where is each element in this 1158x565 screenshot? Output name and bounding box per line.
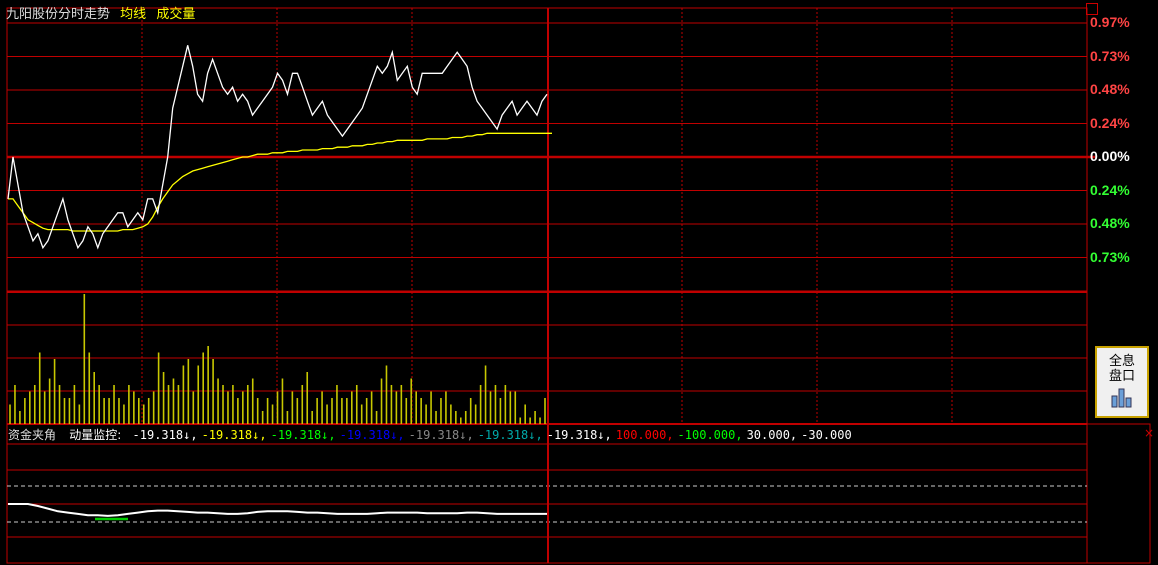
indicator-value: -19.318↓, bbox=[201, 428, 267, 442]
y-axis-tick-label: 0.24% bbox=[1090, 181, 1130, 198]
close-icon[interactable]: × bbox=[1143, 426, 1154, 440]
maximize-icon[interactable] bbox=[1086, 3, 1098, 15]
chart-title: 九阳股份分时走势 均线 成交量 bbox=[6, 3, 201, 22]
y-axis-tick-label: 0.48% bbox=[1090, 81, 1130, 97]
volume-label: 成交量 bbox=[156, 7, 196, 22]
indicator-value: -19.318↓, bbox=[132, 428, 198, 442]
indicator-value: -19.318↓, bbox=[477, 428, 543, 442]
indicator-line bbox=[8, 503, 547, 517]
indicator-value: 30.000, bbox=[746, 428, 798, 442]
y-axis-tick-label: 0.24% bbox=[1090, 114, 1130, 131]
indicator-value: -19.318↓, bbox=[339, 428, 405, 442]
avg-price-line bbox=[8, 132, 552, 232]
indicator-header: 资金夹角 动量监控: -19.318↓, -19.318↓, -19.318↓, -1… bbox=[8, 426, 852, 443]
stock-name: 九阳股份 bbox=[6, 7, 59, 22]
indicator-value: -19.318↓, bbox=[408, 428, 474, 442]
indicator-value: -19.318↓, bbox=[546, 428, 612, 442]
chart-type-label: 分时走势 bbox=[58, 7, 111, 22]
y-axis-tick-label: 0.97% bbox=[1090, 14, 1130, 30]
full-info-panel-button[interactable]: 全息 盘口 bbox=[1095, 346, 1149, 418]
price-line bbox=[7, 45, 548, 250]
side-panel-frame bbox=[1086, 423, 1151, 564]
indicator-value: 100.000, bbox=[615, 428, 674, 442]
indicator-sub: 动量监控: bbox=[69, 428, 122, 442]
indicator-value: -19.318↓, bbox=[270, 428, 336, 442]
avg-line-label: 均线 bbox=[120, 7, 147, 22]
bar-chart-icon bbox=[1111, 388, 1132, 408]
y-axis-tick-label: 0.73% bbox=[1090, 47, 1130, 64]
y-axis-tick-label: 0.00% bbox=[1090, 148, 1130, 164]
indicator-value: -100.000, bbox=[677, 428, 743, 442]
y-axis-tick-label: 0.73% bbox=[1090, 248, 1130, 265]
indicator-name: 资金夹角 bbox=[8, 428, 57, 442]
y-axis-tick-label: 0.48% bbox=[1090, 215, 1130, 231]
indicator-value: -30.000 bbox=[801, 428, 852, 442]
